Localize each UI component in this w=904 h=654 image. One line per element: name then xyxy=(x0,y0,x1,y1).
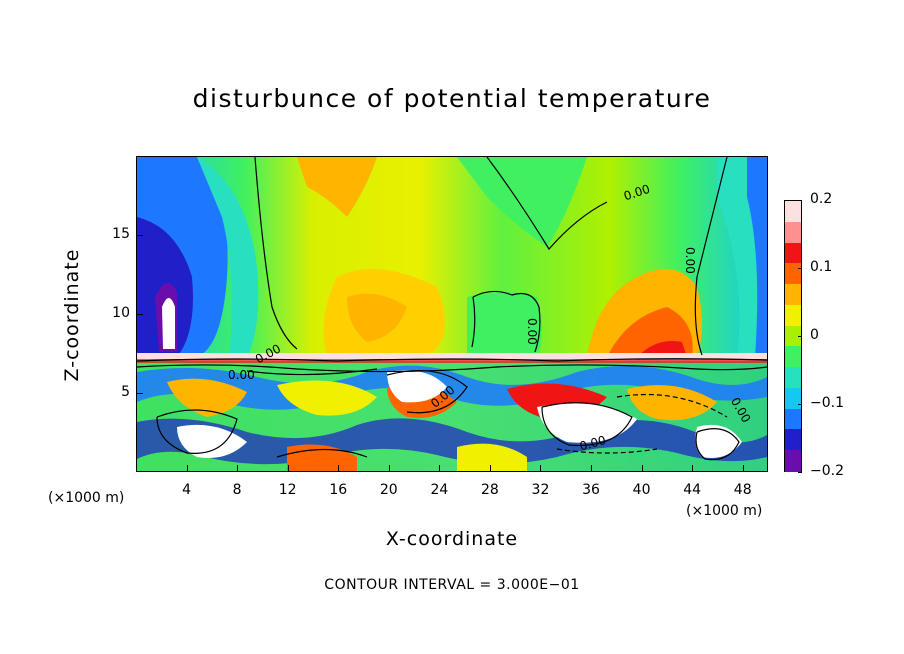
colorbar-swatch xyxy=(785,387,801,411)
colorbar-swatch xyxy=(785,346,801,369)
colorbar-tick-mark xyxy=(798,200,802,201)
x-tick-label: 4 xyxy=(182,482,191,498)
x-tick-mark xyxy=(489,465,491,472)
plot-area xyxy=(136,156,768,472)
x-axis-label: X-coordinate xyxy=(385,528,519,550)
x-tick-label: 32 xyxy=(531,482,550,498)
chart-title: disturbunce of potential temperature xyxy=(192,84,712,113)
contour-interval-note: CONTOUR INTERVAL = 3.000E−01 xyxy=(324,577,580,593)
colorbar-swatch xyxy=(785,263,801,286)
colorbar-swatch xyxy=(785,221,801,244)
colorbar-tick-label: −0.2 xyxy=(810,463,844,479)
y-tick-label: 10 xyxy=(112,305,130,321)
colorbar-swatch xyxy=(785,284,801,307)
x-tick-mark xyxy=(692,465,694,472)
colorbar-tick-mark xyxy=(798,472,802,473)
x-tick-label: 8 xyxy=(232,482,242,498)
colorbar-tick-label: 0.1 xyxy=(810,259,833,275)
potential-temperature-field xyxy=(137,157,767,471)
x-tick-label: 48 xyxy=(733,482,752,498)
colorbar-tick-mark xyxy=(798,404,802,405)
colorbar-swatch xyxy=(785,304,801,327)
x-tick-label: 12 xyxy=(278,482,297,498)
x-tick-mark xyxy=(591,465,593,472)
y-tick-mark xyxy=(136,393,143,394)
colorbar-swatch xyxy=(785,242,801,265)
colorbar-tick-label: 0.2 xyxy=(810,191,833,207)
x-unit-left: (×1000 m) xyxy=(48,490,125,506)
y-tick-mark xyxy=(136,235,143,236)
x-tick-mark xyxy=(186,465,188,472)
y-tick-mark xyxy=(136,314,143,315)
colorbar-swatch xyxy=(785,201,801,224)
x-tick-mark xyxy=(237,465,239,472)
x-tick-mark xyxy=(287,465,289,472)
contour-label: 0.00 xyxy=(228,368,255,382)
x-tick-label: 44 xyxy=(683,482,702,498)
y-tick-label: 5 xyxy=(121,384,130,400)
colorbar-tick-mark xyxy=(798,336,802,337)
x-unit-right: (×1000 m) xyxy=(686,503,763,519)
colorbar-swatch xyxy=(785,367,801,390)
x-tick-mark xyxy=(388,465,390,472)
y-axis-label: Z-coordinate xyxy=(61,248,83,382)
colorbar-swatch xyxy=(785,450,801,473)
x-tick-mark xyxy=(540,465,542,472)
x-tick-label: 20 xyxy=(379,482,398,498)
x-tick-mark xyxy=(742,465,744,472)
colorbar-tick-label: −0.1 xyxy=(810,395,844,411)
contour-label: 0.00 xyxy=(525,318,539,345)
colorbar-tick-label: 0 xyxy=(810,327,819,343)
colorbar-swatch xyxy=(785,408,801,431)
contour-label: 0.00 xyxy=(683,247,697,274)
colorbar-swatch xyxy=(785,325,801,348)
x-tick-label: 16 xyxy=(329,482,348,498)
x-tick-mark xyxy=(338,465,340,472)
x-tick-label: 24 xyxy=(430,482,449,498)
x-tick-label: 28 xyxy=(480,482,499,498)
x-tick-mark xyxy=(439,465,441,472)
x-tick-label: 36 xyxy=(582,482,600,498)
y-tick-label: 15 xyxy=(112,226,130,242)
x-tick-mark xyxy=(641,465,643,472)
colorbar-tick-mark xyxy=(798,268,802,269)
colorbar-swatch xyxy=(785,429,801,452)
x-tick-label: 40 xyxy=(632,482,651,498)
